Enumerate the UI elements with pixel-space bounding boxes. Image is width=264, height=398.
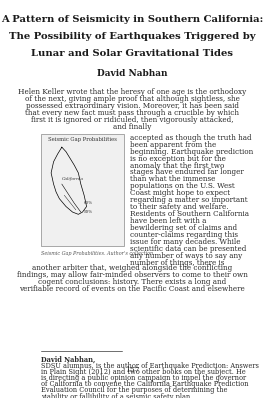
Text: cogent conclusions: history. There exists a long and: cogent conclusions: history. There exist… bbox=[38, 278, 226, 286]
Text: Seismic Gap Probabilities. Author's collection.: Seismic Gap Probabilities. Author's coll… bbox=[41, 252, 155, 256]
Text: David Nabhan,: David Nabhan, bbox=[41, 355, 96, 363]
Text: regarding a matter so important: regarding a matter so important bbox=[130, 196, 248, 204]
Text: California: California bbox=[62, 176, 84, 181]
Text: The Possibility of Earthquakes Triggered by: The Possibility of Earthquakes Triggered… bbox=[9, 32, 255, 41]
Text: Seismic Gap Probabilities: Seismic Gap Probabilities bbox=[48, 137, 117, 142]
Text: been apparent from the: been apparent from the bbox=[130, 140, 216, 149]
Text: Evaluation Council for the purposes of determining the: Evaluation Council for the purposes of d… bbox=[41, 386, 228, 394]
Text: counter-claims regarding this: counter-claims regarding this bbox=[130, 231, 238, 239]
Text: another arbiter that, weighed alongside the conflicting: another arbiter that, weighed alongside … bbox=[32, 264, 232, 272]
Text: possessed extraordinary vision. Moreover, it has been said: possessed extraordinary vision. Moreover… bbox=[26, 102, 238, 110]
Text: Residents of Southern California: Residents of Southern California bbox=[130, 210, 249, 218]
Text: that every new fact must pass through a crucible by which: that every new fact must pass through a … bbox=[25, 109, 239, 117]
Text: 60%: 60% bbox=[84, 201, 93, 205]
Text: and finally: and finally bbox=[113, 123, 151, 131]
Text: anomaly that the first two: anomaly that the first two bbox=[130, 162, 224, 170]
Text: beginning. Earthquake prediction: beginning. Earthquake prediction bbox=[130, 148, 253, 156]
Text: bewildering set of claims and: bewildering set of claims and bbox=[130, 224, 237, 232]
Text: SDSU alumnus, is the author of Earthquake Prediction: Answers: SDSU alumnus, is the author of Earthquak… bbox=[41, 362, 259, 370]
Text: is no exception but for the: is no exception but for the bbox=[130, 154, 226, 162]
Text: Lunar and Solar Gravitational Tides: Lunar and Solar Gravitational Tides bbox=[31, 49, 233, 58]
Text: verifiable record of events on the Pacific Coast and elsewhere: verifiable record of events on the Pacif… bbox=[19, 285, 245, 293]
Text: Coast might hope to expect: Coast might hope to expect bbox=[130, 189, 230, 197]
Text: number of things, there is: number of things, there is bbox=[130, 259, 224, 267]
Text: of California to convene the California Earthquake Prediction: of California to convene the California … bbox=[41, 380, 249, 388]
Text: have been left with a: have been left with a bbox=[130, 217, 206, 225]
Text: stages have endured far longer: stages have endured far longer bbox=[130, 168, 244, 176]
Text: accepted as though the truth had: accepted as though the truth had bbox=[130, 134, 252, 142]
Text: 90%: 90% bbox=[84, 210, 93, 214]
Text: any number of ways to say any: any number of ways to say any bbox=[130, 252, 242, 260]
Text: than what the immense: than what the immense bbox=[130, 176, 215, 183]
Text: of the next, giving ample proof that although sightless, she: of the next, giving ample proof that alt… bbox=[25, 95, 239, 103]
Text: findings, may allow fair-minded observers to come to their own: findings, may allow fair-minded observer… bbox=[17, 271, 247, 279]
Text: scientific data can be presented: scientific data can be presented bbox=[130, 245, 246, 253]
Text: 157: 157 bbox=[125, 366, 139, 374]
Text: first it is ignored or ridiculed, then vigorously attacked,: first it is ignored or ridiculed, then v… bbox=[31, 116, 233, 124]
Text: is directing a public opinion campaign to impel the governor: is directing a public opinion campaign t… bbox=[41, 374, 246, 382]
Bar bbox=[41, 134, 124, 246]
Text: Helen Keller wrote that the heresy of one age is the orthodoxy: Helen Keller wrote that the heresy of on… bbox=[18, 88, 246, 96]
Text: to their safety and welfare.: to their safety and welfare. bbox=[130, 203, 228, 211]
Text: in Plain Sight (2012) and two other books on the subject. He: in Plain Sight (2012) and two other book… bbox=[41, 368, 246, 376]
Text: issue for many decades. While: issue for many decades. While bbox=[130, 238, 241, 246]
Text: populations on the U.S. West: populations on the U.S. West bbox=[130, 182, 235, 190]
Text: A Pattern of Seismicity in Southern California:: A Pattern of Seismicity in Southern Cali… bbox=[1, 15, 263, 24]
Text: viability or fallibility of a seismic safety plan.: viability or fallibility of a seismic sa… bbox=[41, 392, 192, 398]
Text: David Nabhan: David Nabhan bbox=[97, 68, 167, 78]
